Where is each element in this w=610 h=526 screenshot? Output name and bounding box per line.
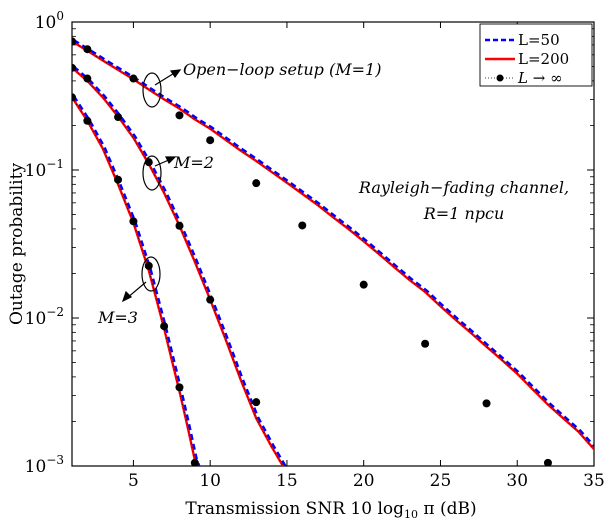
marker-linf (206, 136, 215, 145)
ellipse-m1 (142, 72, 162, 108)
x-axis-label-tail: π (dB) (418, 499, 477, 519)
marker-linf (175, 383, 184, 392)
annotation-rate: R=1 npcu (423, 204, 505, 223)
marker-linf (83, 45, 92, 54)
plot-frame (71, 21, 595, 467)
y-tick-label: 100 (35, 9, 64, 33)
marker-linf (175, 221, 184, 230)
marker-linf (190, 458, 199, 466)
series-layer (72, 37, 594, 466)
y-axis-ticks: 100 10−1 10−2 10−3 (25, 9, 594, 477)
annotation-m2: M=2 (173, 153, 214, 172)
marker-linf (144, 261, 153, 270)
legend-label-l50: L=50 (518, 31, 560, 49)
series-m2 (72, 63, 287, 466)
line-l50 (73, 39, 594, 448)
marker-linf (252, 398, 261, 407)
line-l50 (73, 65, 287, 466)
legend-swatch-linf-marker (496, 74, 504, 82)
marker-linf (298, 221, 307, 230)
x-tick-label: 35 (583, 471, 605, 491)
annotation-m3: M=3 (97, 308, 138, 327)
line-l200 (72, 40, 594, 451)
y-axis-label: Outage probability (7, 163, 27, 325)
arrowhead-m3 (121, 290, 133, 303)
marker-linf (252, 179, 261, 188)
x-tick-label: 15 (276, 471, 298, 491)
x-tick-label: 25 (430, 471, 452, 491)
marker-linf (114, 113, 123, 122)
line-linf (72, 97, 198, 466)
marker-linf (129, 74, 138, 83)
ellipse-m2 (142, 155, 162, 191)
marker-linf (72, 63, 76, 72)
annotation-channel: Rayleigh−fading channel, (358, 178, 569, 197)
y-tick-label: 10−2 (25, 305, 64, 329)
annotation-open-loop: Open−loop setup (M=1) (183, 60, 381, 79)
marker-linf (175, 111, 184, 120)
arrowhead-m1 (169, 69, 182, 79)
x-tick-label: 30 (506, 471, 528, 491)
marker-linf (206, 295, 215, 304)
x-tick-label: 10 (199, 471, 221, 491)
marker-linf (543, 458, 552, 466)
marker-linf (482, 399, 491, 408)
line-l50 (72, 95, 201, 466)
y-tick-label: 10−3 (25, 453, 64, 477)
marker-linf (72, 93, 76, 102)
marker-linf (160, 322, 169, 331)
series-m3 (72, 93, 201, 466)
line-linf (72, 41, 594, 450)
legend: L=50 L=200 L → ∞ (479, 23, 593, 87)
line-l200 (72, 66, 285, 466)
marker-linf (359, 280, 368, 289)
annotation-marks (121, 69, 182, 303)
x-axis-ticks: 5 10 15 20 25 30 35 (128, 22, 605, 491)
legend-label-l200: L=200 (518, 50, 569, 68)
legend-label-linf: L → ∞ (517, 69, 563, 87)
x-tick-label: 20 (353, 471, 375, 491)
marker-linf (421, 339, 430, 348)
y-tick-label: 10−1 (25, 157, 64, 181)
ellipse-m3 (141, 256, 161, 292)
x-axis-label-main: Transmission SNR 10 log (185, 499, 404, 519)
marker-linf (83, 74, 92, 83)
x-tick-label: 5 (128, 471, 139, 491)
x-axis-label-sub: 10 (404, 508, 418, 521)
x-axis-label: Transmission SNR 10 log10 π (dB) (185, 499, 476, 521)
series-m1 (72, 37, 594, 466)
marker-linf (114, 175, 123, 184)
marker-linf (72, 37, 76, 46)
arrowhead-m2 (165, 156, 177, 165)
marker-linf (83, 116, 92, 125)
marker-linf (129, 217, 138, 226)
